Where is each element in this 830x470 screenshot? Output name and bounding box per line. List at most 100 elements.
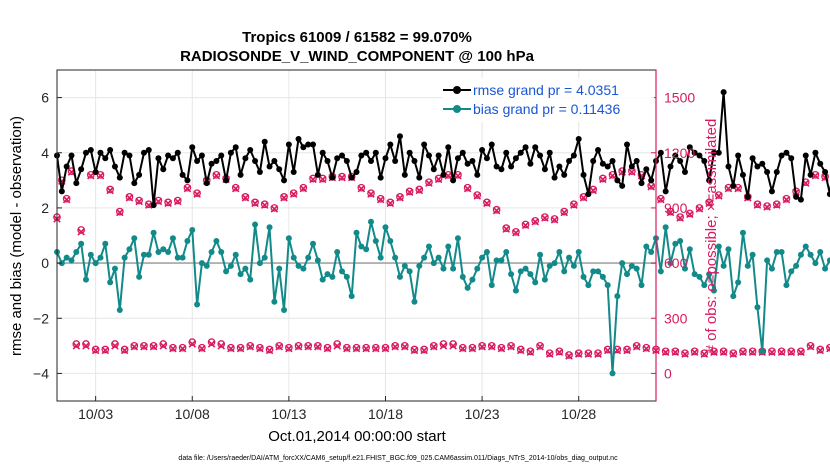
rmse-point <box>126 152 133 159</box>
obs-possible-marker <box>212 170 221 179</box>
bias-point <box>619 260 626 267</box>
bias-point <box>285 235 292 242</box>
obs-assimilated-marker <box>695 205 704 213</box>
rmse-point <box>87 146 94 153</box>
obs-possible-marker <box>497 343 506 352</box>
rmse-point <box>392 158 399 165</box>
obs-assimilated-marker <box>87 171 95 180</box>
rmse-point <box>179 171 186 178</box>
obs-assimilated-marker <box>420 346 428 355</box>
obs-possible-marker <box>193 189 201 198</box>
obs-assimilated-stroke <box>77 228 85 236</box>
rmse-point <box>430 166 437 173</box>
bias-point <box>203 262 210 269</box>
obs-assimilated-stroke <box>145 201 153 209</box>
rmse-point <box>701 158 708 165</box>
obs-possible-marker <box>96 170 105 179</box>
obs-assimilated-stroke <box>193 190 201 198</box>
bias-point <box>87 251 94 258</box>
obs-possible-marker <box>797 347 805 356</box>
obs-assimilated-marker <box>425 179 433 187</box>
x-tick-label: 10/23 <box>465 406 500 422</box>
obs-assimilated-stroke <box>217 342 226 350</box>
obs-assimilated-stroke <box>473 192 482 200</box>
obs-possible-marker <box>115 207 124 216</box>
obs-assimilated-marker <box>748 348 757 357</box>
obs-possible-marker <box>280 193 288 201</box>
obs-assimilated-marker <box>483 199 491 208</box>
rmse-point <box>580 171 587 178</box>
rmse-layer <box>54 89 830 209</box>
rmse-point <box>735 152 742 159</box>
rmse-point <box>97 149 104 156</box>
rmse-point <box>566 158 573 165</box>
bias-point <box>662 224 669 231</box>
bias-point <box>396 273 403 280</box>
bias-point <box>256 260 263 267</box>
obs-possible-marker <box>632 341 641 350</box>
obs-assimilated-stroke <box>613 346 622 355</box>
bias-point <box>624 271 631 278</box>
x-tick-label: 10/28 <box>561 406 596 422</box>
obs-assimilated-stroke <box>207 340 216 348</box>
bias-point <box>372 238 379 245</box>
obs-assimilated-marker <box>256 344 264 353</box>
obs-assimilated-marker <box>468 344 477 353</box>
bias-point <box>165 249 172 256</box>
bias-point <box>585 282 592 289</box>
obs-possible-marker <box>782 194 791 203</box>
obs-assimilated-stroke <box>545 350 554 358</box>
chart-title: Tropics 61009 / 61582 = 99.070% <box>242 29 472 46</box>
y-right-tick-label: 600 <box>664 255 688 271</box>
obs-assimilated-stroke <box>821 173 829 182</box>
rmse-point <box>561 171 568 178</box>
obs-assimilated-stroke <box>405 188 414 197</box>
bias-point <box>343 273 350 280</box>
rmse-point <box>396 133 403 140</box>
obs-assimilated-marker <box>343 344 351 353</box>
rmse-point <box>218 152 225 159</box>
obs-assimilated-marker <box>739 348 747 357</box>
rmse-point <box>165 152 172 159</box>
bias-point <box>546 262 553 269</box>
rmse-point <box>102 155 109 162</box>
obs-possible-marker <box>772 200 781 209</box>
rmse-point <box>343 158 350 165</box>
obs-possible-marker <box>246 341 255 350</box>
chart-subtitle: RADIOSONDE_V_WIND_COMPONENT @ 100 hPa <box>180 48 535 65</box>
rmse-point <box>58 188 65 195</box>
obs-assimilated-marker <box>715 192 723 200</box>
obs-assimilated-marker <box>526 348 535 357</box>
obs-possible-marker <box>787 347 796 356</box>
obs-assimilated-stroke <box>700 350 709 358</box>
obs-assimilated-marker <box>497 344 506 353</box>
bias-point <box>454 235 461 242</box>
bias-point <box>425 243 432 250</box>
obs-assimilated-stroke <box>256 344 264 353</box>
obs-possible-marker <box>400 341 409 350</box>
bias-point <box>474 265 481 272</box>
obs-assimilated-marker <box>463 184 472 193</box>
bias-point <box>812 260 819 267</box>
obs-assimilated-marker <box>768 348 776 357</box>
obs-assimilated-marker <box>357 184 366 193</box>
obs-assimilated-stroke <box>178 344 187 353</box>
bias-point <box>541 276 548 283</box>
obs-assimilated-marker <box>454 171 462 180</box>
obs-assimilated-marker <box>705 199 713 208</box>
rmse-point <box>681 169 688 176</box>
obs-possible-marker <box>565 351 573 359</box>
obs-possible-marker <box>705 198 713 207</box>
obs-assimilated-marker <box>565 352 573 360</box>
bias-point <box>227 262 234 269</box>
obs-assimilated-marker <box>318 175 327 184</box>
obs-possible-marker <box>478 341 486 350</box>
bias-point <box>145 251 152 258</box>
obs-assimilated-stroke <box>116 208 124 217</box>
rmse-point <box>488 141 495 148</box>
rmse-point <box>822 169 829 176</box>
bias-point <box>575 249 582 256</box>
rmse-point <box>145 146 152 153</box>
obs-assimilated-marker <box>260 201 269 209</box>
obs-assimilated-stroke <box>739 348 747 357</box>
